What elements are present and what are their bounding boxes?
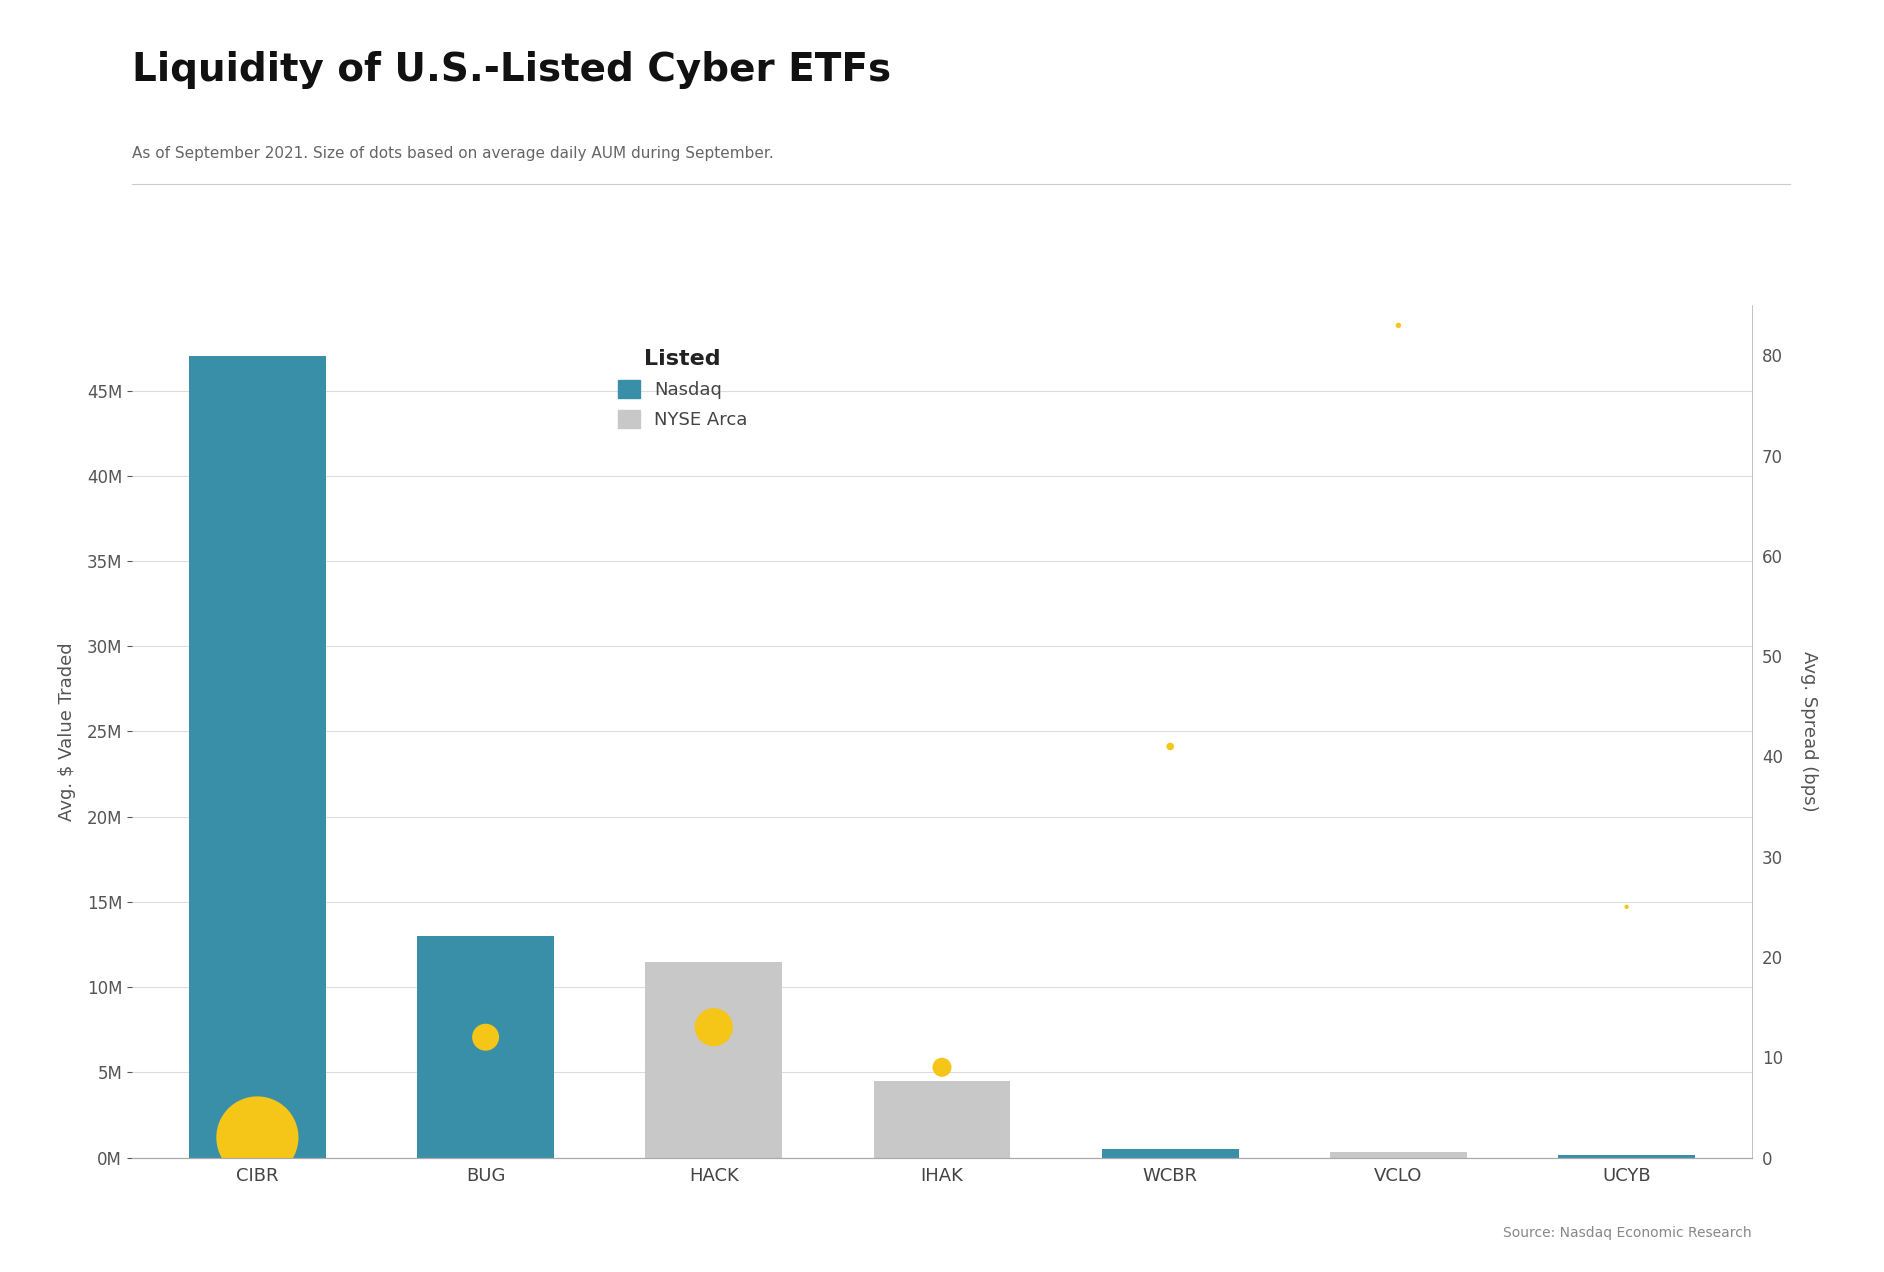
Point: [927, 1057, 957, 1077]
Bar: [1102, 1149, 1238, 1158]
Point: [471, 1027, 501, 1047]
Bar: [416, 936, 554, 1158]
Y-axis label: Avg. $ Value Traded: Avg. $ Value Traded: [58, 642, 75, 820]
Point: [1383, 315, 1413, 336]
Bar: [1558, 1155, 1696, 1158]
Y-axis label: Avg. Spread (bps): Avg. Spread (bps): [1799, 651, 1818, 812]
Bar: [874, 1081, 1010, 1158]
Point: [1155, 736, 1185, 757]
Bar: [646, 962, 782, 1158]
Point: [1611, 897, 1641, 917]
Legend: Nasdaq, NYSE Arca: Nasdaq, NYSE Arca: [609, 340, 757, 439]
Point: [699, 1018, 729, 1038]
Bar: [188, 356, 326, 1158]
Text: Liquidity of U.S.-Listed Cyber ETFs: Liquidity of U.S.-Listed Cyber ETFs: [132, 51, 891, 89]
Point: [243, 1127, 273, 1147]
Text: Source: Nasdaq Economic Research: Source: Nasdaq Economic Research: [1503, 1226, 1752, 1240]
Text: As of September 2021. Size of dots based on average daily AUM during September.: As of September 2021. Size of dots based…: [132, 146, 774, 162]
Bar: [1330, 1152, 1468, 1158]
